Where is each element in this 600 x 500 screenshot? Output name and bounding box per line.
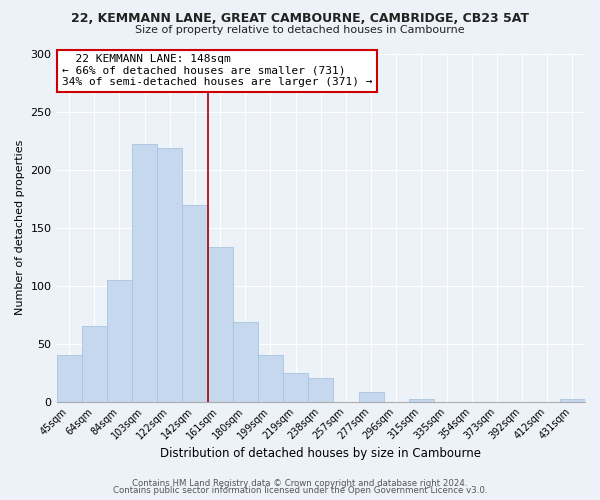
Bar: [157, 148, 182, 402]
X-axis label: Distribution of detached houses by size in Cambourne: Distribution of detached houses by size …: [160, 447, 481, 460]
Bar: [308, 378, 334, 402]
Y-axis label: Number of detached properties: Number of detached properties: [15, 140, 25, 316]
Bar: [82, 326, 107, 402]
Text: Contains public sector information licensed under the Open Government Licence v3: Contains public sector information licen…: [113, 486, 487, 495]
Bar: [233, 322, 258, 402]
Bar: [409, 400, 434, 402]
Bar: [182, 204, 208, 402]
Bar: [56, 355, 82, 402]
Text: Contains HM Land Registry data © Crown copyright and database right 2024.: Contains HM Land Registry data © Crown c…: [132, 478, 468, 488]
Bar: [283, 372, 308, 402]
Bar: [208, 248, 233, 402]
Bar: [359, 392, 383, 402]
Text: 22 KEMMANN LANE: 148sqm  
← 66% of detached houses are smaller (731)
34% of semi: 22 KEMMANN LANE: 148sqm ← 66% of detache…: [62, 54, 373, 87]
Bar: [132, 144, 157, 402]
Text: 22, KEMMANN LANE, GREAT CAMBOURNE, CAMBRIDGE, CB23 5AT: 22, KEMMANN LANE, GREAT CAMBOURNE, CAMBR…: [71, 12, 529, 26]
Text: Size of property relative to detached houses in Cambourne: Size of property relative to detached ho…: [135, 25, 465, 35]
Bar: [560, 400, 585, 402]
Bar: [258, 355, 283, 402]
Bar: [107, 280, 132, 402]
